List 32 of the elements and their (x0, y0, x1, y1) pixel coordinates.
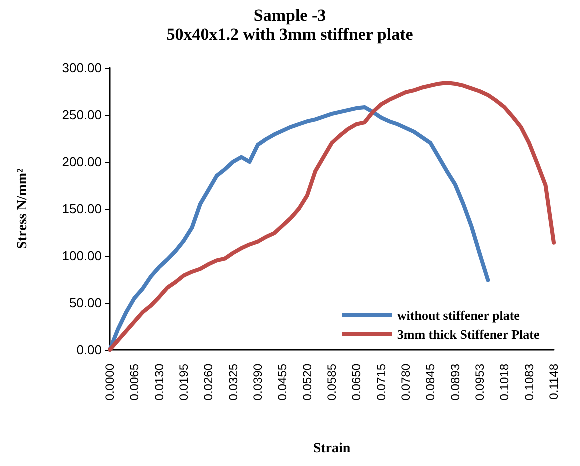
x-tick-label: 0.0130 (152, 364, 166, 401)
y-tick-label: 200.00 (62, 154, 102, 170)
x-tick-label: 0.0195 (177, 364, 191, 401)
y-tick-label: 0.00 (76, 342, 102, 358)
x-tick-label: 0.1083 (522, 364, 536, 401)
y-tick-label: 150.00 (62, 202, 102, 216)
y-tick-label: 300.00 (62, 60, 102, 76)
legend-label: 3mm thick Stiffener Plate (397, 327, 540, 342)
x-tick-label: 0.0715 (374, 364, 388, 401)
chart-title: Sample -3 (254, 6, 326, 25)
y-tick-label: 100.00 (62, 248, 102, 264)
x-tick-label: 0.0325 (226, 364, 240, 401)
x-tick-label: 0.0520 (300, 364, 314, 401)
x-tick-label: 0.0455 (276, 364, 290, 401)
x-tick-label: 0.0585 (325, 364, 339, 401)
x-tick-label: 0.0000 (103, 364, 117, 401)
y-axis-title: Stress N/mm² (16, 168, 30, 250)
y-tick-label: 50.00 (69, 296, 102, 310)
x-tick-label: 0.0390 (251, 364, 265, 401)
x-tick-label: 0.1148 (547, 364, 561, 400)
chart-subtitle: 50x40x1.2 with 3mm stiffner plate (166, 25, 414, 44)
legend-label: without stiffener plate (397, 308, 520, 323)
x-tick-label: 0.0893 (448, 364, 462, 401)
x-tick-label: 0.0065 (128, 364, 142, 401)
x-tick-label: 0.0780 (399, 364, 413, 401)
x-tick-label: 0.0845 (424, 364, 438, 401)
x-tick-label: 0.1018 (498, 364, 512, 401)
x-tick-label: 0.0260 (202, 364, 216, 401)
x-tick-label: 0.0953 (473, 364, 487, 401)
x-tick-label: 0.0650 (350, 364, 364, 401)
y-tick-label: 250.00 (62, 108, 102, 122)
x-axis-title: Strain (313, 442, 351, 456)
